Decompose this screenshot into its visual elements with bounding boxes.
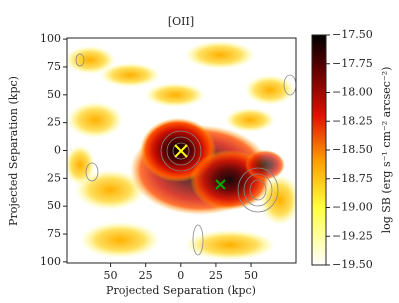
chart-title: [OII] (168, 15, 194, 28)
colorbar-tick-label: −18.75 (332, 172, 373, 185)
y-tick-label: 75 (47, 227, 61, 240)
colorbar-tick-label: −17.50 (332, 28, 373, 41)
colorbar-tick-label: −19.25 (332, 229, 373, 242)
x-tick-label: 25 (139, 269, 153, 282)
y-tick-label: 100 (40, 255, 61, 268)
y-tick-label: 100 (40, 32, 61, 45)
map-image (67, 38, 296, 263)
y-tick-label: 0 (54, 144, 61, 157)
colorbar-tick-label: −18.00 (332, 86, 373, 99)
x-tick-label: 0 (177, 269, 184, 282)
x-tick-label: 50 (244, 269, 258, 282)
y-tick-label: 25 (47, 116, 61, 129)
colorbar-label: log SB (erg s⁻¹ cm⁻² arcsec⁻²) (380, 67, 393, 234)
y-tick-label: 25 (47, 171, 61, 184)
x-tick-label: 25 (209, 269, 223, 282)
colorbar-tick-label: −18.25 (332, 114, 373, 127)
colorbar-tick-label: −19.00 (332, 201, 373, 214)
y-axis-label: Projected Separation (kpc) (7, 76, 20, 226)
y-tick-label: 50 (47, 199, 61, 212)
x-tick-label: 50 (104, 269, 118, 282)
y-tick-label: 50 (47, 88, 61, 101)
y-tick-label: 75 (47, 60, 61, 73)
companion-marker (215, 179, 226, 190)
colorbar-tick-label: −18.50 (332, 143, 373, 156)
colorbar-tick-label: −17.75 (332, 57, 373, 70)
colorbar (311, 34, 327, 266)
x-axis-label: Projected Separation (kpc) (106, 284, 256, 297)
center-marker (174, 144, 188, 158)
colorbar-tick-label: −19.50 (332, 258, 373, 271)
